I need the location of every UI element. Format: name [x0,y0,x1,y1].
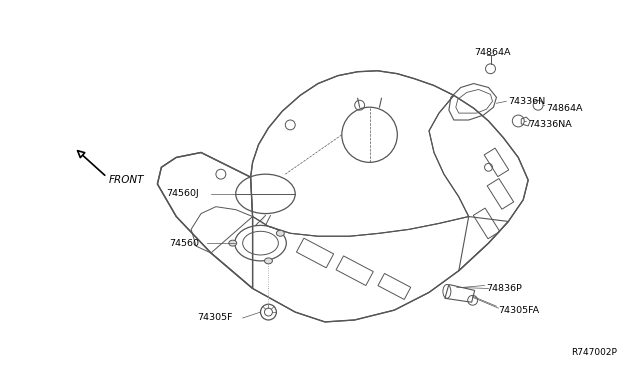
Text: 74560: 74560 [170,238,199,248]
Text: 74336N: 74336N [508,97,546,106]
Text: 74836P: 74836P [486,284,522,293]
Ellipse shape [264,258,273,264]
Text: 74864A: 74864A [546,104,582,113]
Ellipse shape [228,240,237,246]
Text: 74336NA: 74336NA [528,121,572,129]
Text: 74864A: 74864A [474,48,511,57]
Text: FRONT: FRONT [109,175,145,185]
Text: 74305FA: 74305FA [499,306,540,315]
Text: R747002P: R747002P [572,349,618,357]
Text: 74305F: 74305F [197,314,232,323]
Ellipse shape [276,230,284,236]
Text: 74560J: 74560J [166,189,199,198]
